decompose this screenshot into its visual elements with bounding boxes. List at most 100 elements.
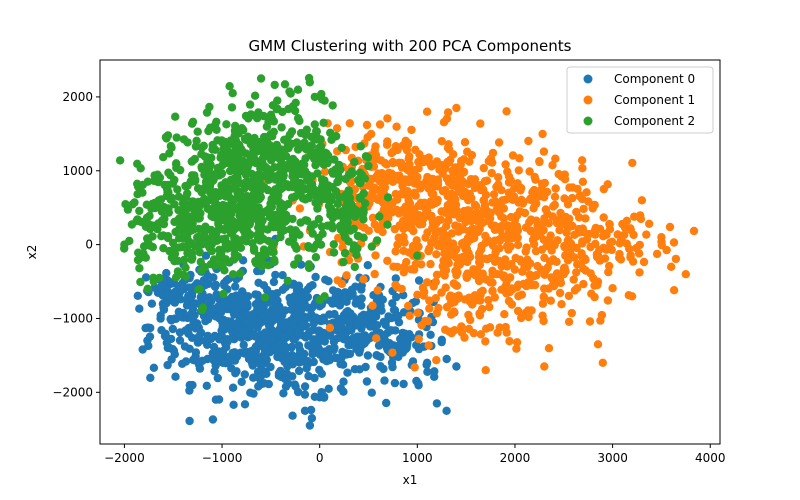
- data-point: [183, 189, 192, 198]
- data-point: [288, 102, 298, 111]
- data-point: [432, 219, 441, 228]
- data-point: [402, 211, 411, 221]
- data-point: [211, 304, 221, 313]
- data-point: [150, 176, 159, 186]
- data-point: [437, 242, 446, 251]
- data-point: [605, 220, 614, 229]
- data-point: [259, 281, 269, 290]
- data-point: [518, 199, 528, 208]
- data-point: [590, 281, 599, 290]
- data-point: [269, 223, 278, 232]
- data-point: [133, 159, 142, 168]
- data-point: [156, 195, 166, 204]
- data-point: [194, 198, 203, 207]
- data-point: [273, 96, 282, 105]
- data-point: [426, 259, 435, 269]
- data-point: [300, 138, 309, 147]
- data-point: [201, 238, 210, 247]
- data-point: [578, 164, 587, 173]
- data-point: [269, 277, 279, 287]
- y-axis-label: x2: [25, 245, 39, 260]
- data-point: [149, 363, 159, 372]
- data-point: [387, 148, 396, 158]
- data-point: [453, 261, 462, 271]
- data-point: [478, 269, 487, 278]
- data-point: [201, 251, 211, 260]
- data-point: [163, 131, 173, 140]
- data-point: [460, 138, 470, 147]
- data-point: [346, 226, 355, 235]
- data-point: [268, 291, 277, 300]
- data-point: [338, 324, 347, 333]
- data-point: [267, 194, 276, 204]
- data-point: [410, 188, 419, 197]
- data-point: [176, 282, 185, 291]
- data-point: [351, 282, 360, 291]
- data-point: [576, 191, 585, 200]
- data-point: [191, 242, 200, 251]
- data-point: [393, 240, 402, 249]
- data-point: [141, 323, 150, 333]
- data-point: [276, 149, 286, 159]
- x-axis-label: x1: [403, 473, 418, 487]
- data-point: [343, 368, 352, 377]
- data-point: [288, 214, 297, 224]
- data-point: [356, 221, 365, 230]
- data-point: [320, 337, 329, 346]
- data-point: [251, 259, 261, 268]
- data-point: [309, 357, 318, 367]
- data-point: [504, 296, 514, 306]
- data-point: [224, 240, 233, 249]
- data-point: [532, 270, 541, 280]
- data-point: [447, 194, 456, 203]
- data-point: [375, 120, 385, 129]
- data-point: [280, 80, 290, 89]
- data-point: [147, 299, 157, 308]
- data-point: [236, 269, 245, 278]
- data-point: [362, 377, 372, 386]
- data-point: [231, 282, 240, 291]
- y-tick-label: 2000: [62, 90, 93, 104]
- data-point: [275, 338, 284, 347]
- data-point: [215, 171, 224, 180]
- data-point: [399, 291, 408, 300]
- data-point: [339, 387, 348, 396]
- data-point: [524, 136, 533, 146]
- data-point: [262, 342, 271, 352]
- data-point: [513, 179, 522, 188]
- data-point: [463, 192, 472, 201]
- data-point: [257, 217, 266, 227]
- data-point: [501, 284, 511, 294]
- data-point: [378, 171, 388, 180]
- data-point: [232, 291, 241, 300]
- data-point: [188, 305, 198, 314]
- data-point: [514, 166, 523, 175]
- data-point: [424, 158, 434, 167]
- data-point: [141, 273, 151, 282]
- data-point: [201, 222, 210, 231]
- data-point: [386, 326, 395, 335]
- data-point: [220, 300, 230, 309]
- data-point: [527, 306, 536, 315]
- data-point: [399, 379, 408, 389]
- data-point: [615, 239, 624, 248]
- data-point: [266, 311, 275, 320]
- data-point: [321, 350, 331, 359]
- data-point: [519, 279, 528, 289]
- data-point: [416, 184, 425, 193]
- data-point: [433, 195, 442, 204]
- data-point: [281, 382, 291, 391]
- data-point: [302, 364, 311, 373]
- data-point: [248, 359, 257, 368]
- data-point: [485, 302, 494, 312]
- data-point: [280, 357, 289, 367]
- data-point: [442, 354, 451, 364]
- data-point: [367, 129, 376, 139]
- x-tick-label: −2000: [104, 451, 145, 465]
- data-point: [363, 261, 372, 270]
- data-point: [303, 292, 312, 302]
- data-point: [302, 125, 311, 134]
- data-point: [574, 224, 584, 234]
- data-point: [398, 181, 407, 191]
